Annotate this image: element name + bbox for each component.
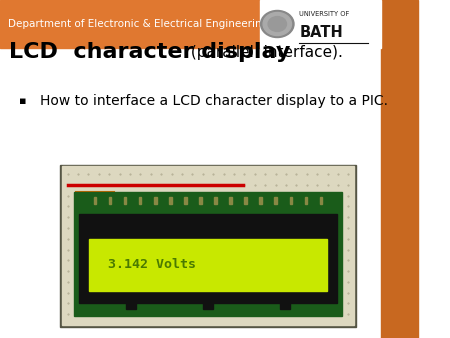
Text: (parallel  interface).: (parallel interface). [186,45,343,60]
Text: Department of Electronic & Electrical Engineering: Department of Electronic & Electrical En… [8,19,268,29]
Bar [94,197,96,204]
Bar [169,197,171,204]
Bar [109,197,111,204]
Bar [260,0,381,48]
Circle shape [263,13,292,35]
Bar [274,197,277,204]
Circle shape [261,10,294,38]
Bar [79,214,337,303]
Bar [60,165,356,327]
Text: ▪: ▪ [19,96,27,106]
Bar [154,197,157,204]
Bar [320,197,322,204]
Bar [199,197,202,204]
Bar [73,192,342,316]
Bar [260,197,262,204]
Circle shape [268,17,287,31]
Text: How to interface a LCD character display to a PIC.: How to interface a LCD character display… [40,94,387,108]
Bar [230,197,232,204]
Bar [289,197,292,204]
Bar [184,197,187,204]
Text: LCD  character display: LCD character display [9,42,291,63]
Bar [89,239,327,291]
Text: 3.142 Volts: 3.142 Volts [108,258,196,271]
Bar [244,197,247,204]
Text: UNIVERSITY OF: UNIVERSITY OF [299,11,350,17]
Bar [126,303,135,309]
Bar [203,303,213,309]
Bar [381,0,418,338]
Bar [0,0,260,48]
Bar [280,303,290,309]
Bar [62,166,354,325]
Bar [139,197,141,204]
Bar [124,197,126,204]
Bar [305,197,307,204]
Bar [214,197,217,204]
Text: BATH: BATH [299,25,343,40]
